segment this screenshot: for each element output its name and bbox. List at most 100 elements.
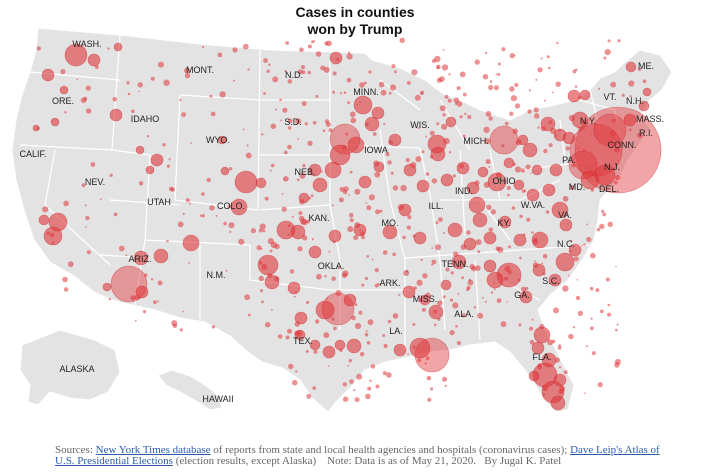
case-dot <box>172 323 178 329</box>
case-dot <box>405 158 410 163</box>
case-dot <box>535 78 538 81</box>
case-dot <box>188 262 191 264</box>
case-dot <box>400 184 407 192</box>
case-bubble <box>568 243 582 257</box>
state-label-wi: WIS. <box>410 120 430 130</box>
state-label-sd: S.D. <box>284 117 302 127</box>
case-bubble <box>353 95 373 115</box>
case-dot <box>219 91 226 98</box>
case-dot <box>250 228 256 234</box>
case-dot <box>558 389 564 395</box>
case-dot <box>607 312 612 317</box>
case-bubble <box>579 89 591 101</box>
case-dot <box>190 142 192 144</box>
case-dot <box>372 132 377 136</box>
case-dot <box>421 150 425 154</box>
case-dot <box>617 39 621 43</box>
case-dot <box>434 55 441 63</box>
case-dot <box>441 123 448 130</box>
case-dot <box>375 209 381 215</box>
case-dot <box>562 195 569 202</box>
case-bubble <box>553 373 567 387</box>
case-dot <box>580 244 583 247</box>
case-bubble <box>447 222 463 238</box>
state-border-line <box>379 129 406 261</box>
case-dot <box>586 236 592 243</box>
case-dot <box>332 240 336 244</box>
case-bubble <box>135 285 149 299</box>
case-dot <box>359 101 361 103</box>
state-label-wy: WYO. <box>206 135 230 145</box>
case-bubble <box>548 273 562 287</box>
case-dot <box>223 221 227 226</box>
case-dot <box>554 357 560 363</box>
case-dot <box>453 97 460 103</box>
case-dot <box>294 291 297 294</box>
case-dot <box>137 82 143 88</box>
case-bubble <box>343 293 357 307</box>
state-label-ar: ARK. <box>379 278 400 288</box>
case-dot <box>533 107 539 113</box>
case-dot <box>504 276 508 281</box>
case-dot <box>291 215 294 218</box>
nyt-database-link[interactable]: New York Times database <box>95 444 211 456</box>
case-dot <box>485 51 488 55</box>
case-bubble <box>135 145 145 155</box>
case-dot <box>305 349 309 353</box>
case-dot <box>332 90 336 94</box>
case-bubble <box>559 218 573 232</box>
state-label-ma: MASS. <box>636 114 664 124</box>
case-dot <box>182 212 185 215</box>
case-dot <box>572 69 577 74</box>
case-dot <box>455 325 458 328</box>
case-bubble <box>551 201 569 219</box>
case-dot <box>488 227 494 233</box>
case-dot <box>347 364 350 367</box>
case-dot <box>328 128 333 133</box>
case-dot <box>572 326 576 329</box>
case-dot <box>354 322 362 330</box>
case-bubble <box>642 87 652 97</box>
case-dot <box>573 256 579 262</box>
case-dot <box>553 307 559 314</box>
case-dot <box>67 261 74 268</box>
us-landmass <box>11 27 673 413</box>
case-dot <box>162 143 166 147</box>
case-dot <box>484 300 487 303</box>
case-bubble <box>567 89 581 103</box>
case-bubble <box>468 196 486 214</box>
case-dot <box>611 118 616 123</box>
case-dot <box>391 64 396 69</box>
case-dot <box>514 103 521 109</box>
case-dot <box>548 66 551 70</box>
case-dot <box>436 64 441 70</box>
case-dot <box>168 158 171 161</box>
case-dot <box>229 167 233 171</box>
case-dot <box>459 71 466 78</box>
case-bubble <box>308 163 322 177</box>
case-dot <box>209 94 213 98</box>
case-dot <box>367 319 374 326</box>
leip-atlas-link[interactable]: Dave Leip's Atlas of U.S. Presidential E… <box>55 444 660 467</box>
case-dot <box>420 92 423 95</box>
case-dot <box>179 328 183 332</box>
case-dot <box>495 172 502 178</box>
case-dot <box>424 362 427 365</box>
case-bubble <box>315 300 335 320</box>
case-dot <box>430 387 434 391</box>
case-dot <box>242 128 245 131</box>
case-dot <box>312 121 317 125</box>
case-dot <box>293 295 296 298</box>
case-dot <box>457 292 460 295</box>
case-dot <box>590 252 596 259</box>
case-dot <box>320 65 325 71</box>
case-bubble <box>382 224 398 240</box>
case-dot <box>269 169 272 172</box>
case-dot <box>323 66 330 73</box>
case-dot <box>443 137 450 145</box>
case-dot <box>568 114 576 122</box>
case-dot <box>399 37 405 43</box>
case-dot <box>511 206 516 210</box>
case-dot <box>629 128 632 131</box>
case-dot <box>280 119 282 122</box>
